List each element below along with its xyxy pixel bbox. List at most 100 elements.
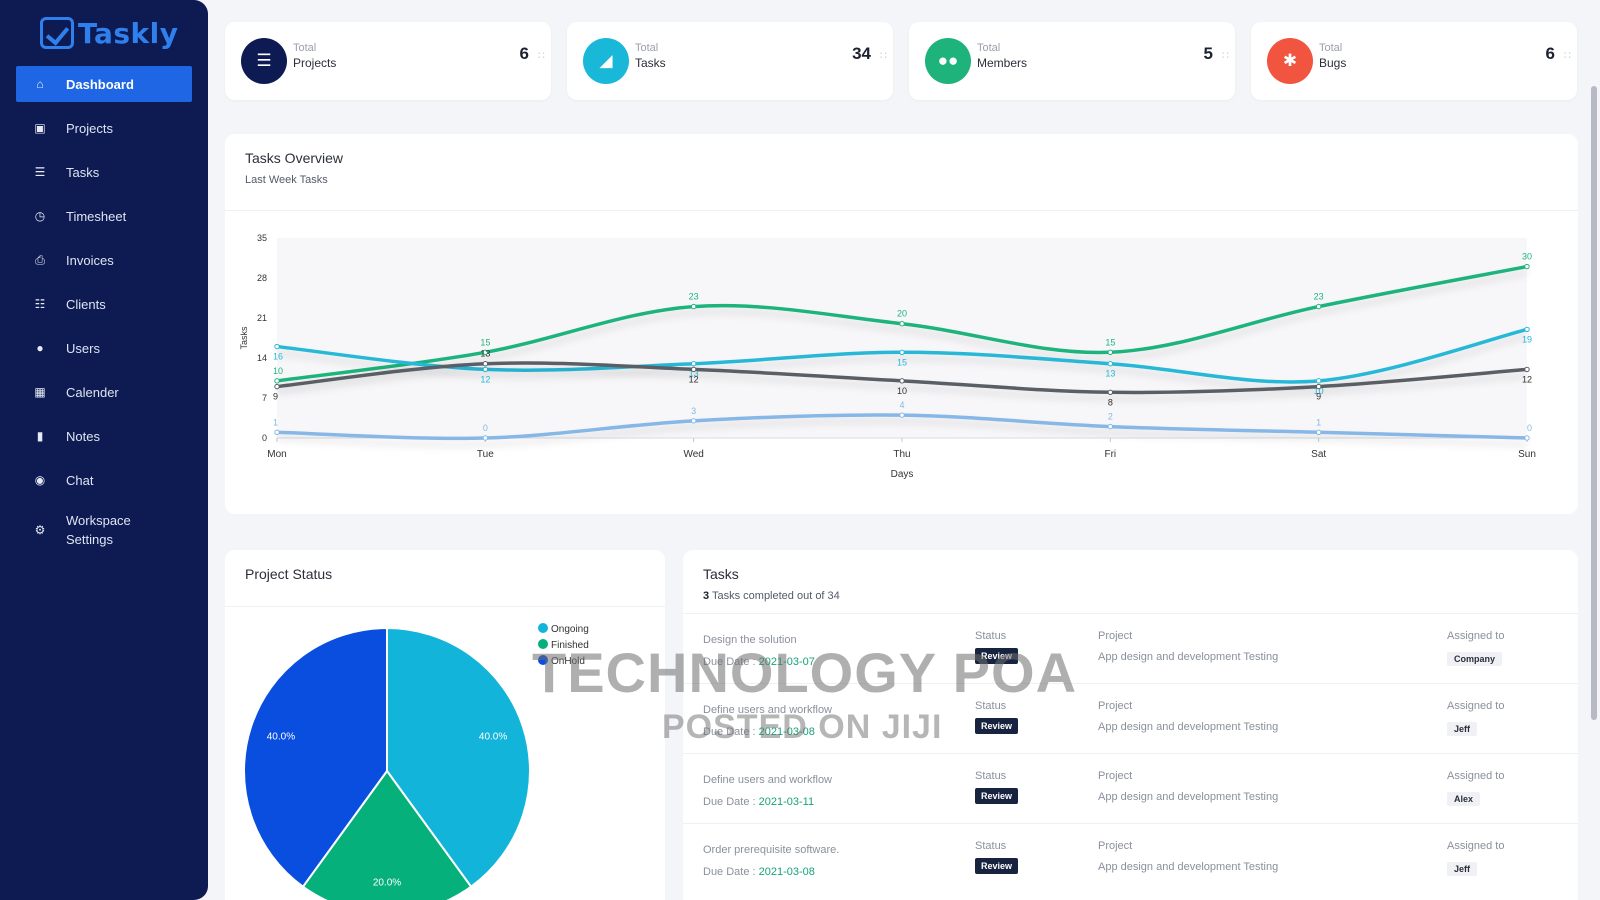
status-label: Status — [975, 770, 1007, 782]
sidebar-item-workspace-settings[interactable]: ⚙ Workspace Settings — [16, 506, 192, 554]
pie-slice[interactable] — [243, 626, 388, 889]
data-point[interactable] — [1315, 383, 1322, 390]
calendar-icon: ▦ — [34, 385, 46, 399]
overview-subtitle: Last Week Tasks — [245, 174, 328, 186]
sidebar-item-label: Chat — [66, 472, 94, 488]
task-row[interactable]: Define users and workflow Status Review Pro… — [683, 753, 1578, 823]
data-point[interactable] — [482, 361, 489, 367]
sidebar-item-calender[interactable]: ▦ Calender — [16, 374, 192, 410]
sidebar-item-users[interactable]: ● Users — [16, 330, 192, 366]
data-label: 10 — [1314, 386, 1324, 396]
data-point[interactable] — [1315, 429, 1322, 435]
stat-value: 6 — [1545, 44, 1555, 63]
drag-handle-icon[interactable]: ∷ — [1564, 50, 1571, 62]
project-status-card: Project Status 40.0% 20.0% 40.0% Ongoing Fin… — [225, 550, 665, 900]
sidebar-item-dashboard[interactable]: ⌂ Dashboard — [16, 66, 192, 102]
data-point[interactable] — [274, 378, 280, 384]
data-point[interactable] — [1524, 263, 1530, 270]
data-point[interactable] — [1107, 361, 1114, 367]
sidebar-item-chat[interactable]: ◉ Chat — [16, 462, 192, 498]
drag-handle-icon[interactable]: ∷ — [538, 50, 545, 62]
data-point[interactable] — [274, 429, 280, 435]
data-point[interactable] — [1315, 378, 1322, 384]
sidebar-item-invoices[interactable]: ⎙ Invoices — [16, 242, 192, 278]
project-name: App design and development Testing — [1098, 791, 1279, 803]
pie-slice[interactable] — [301, 769, 473, 900]
status-badge[interactable]: Review — [975, 858, 1019, 874]
data-point[interactable] — [1107, 423, 1114, 430]
task-row[interactable]: Order prerequisite software. Status Review… — [683, 823, 1578, 893]
sidebar-item-tasks[interactable]: ☰ Tasks — [16, 154, 192, 190]
data-point[interactable] — [690, 303, 697, 310]
data-point[interactable] — [690, 418, 697, 424]
stat-sub: Total — [977, 42, 1001, 54]
data-point[interactable] — [274, 343, 280, 350]
due-label: Due Date : — [703, 866, 759, 878]
status-label: Status — [975, 840, 1007, 852]
status-label: Status — [975, 630, 1007, 642]
data-point[interactable] — [690, 366, 697, 373]
drag-handle-icon[interactable]: ∷ — [1222, 50, 1229, 62]
sidebar-item-label: Tasks — [66, 164, 100, 180]
x-tick-label: Wed — [683, 449, 703, 460]
task-due: Due Date : 2021-03-11 — [703, 796, 814, 808]
sidebar-item-clients[interactable]: ☷ Clients — [16, 286, 192, 322]
clipboard-icon: ▮ — [36, 429, 44, 443]
data-label: 19 — [1522, 334, 1532, 344]
legend-label[interactable]: Finished — [551, 640, 589, 651]
pie-slice[interactable] — [386, 626, 531, 889]
data-label: 9 — [273, 392, 278, 402]
data-point[interactable] — [899, 412, 905, 418]
legend-label[interactable]: Ongoing — [551, 624, 589, 635]
data-point[interactable] — [899, 378, 905, 384]
status-badge[interactable]: Review — [975, 788, 1019, 804]
data-point[interactable] — [1107, 389, 1114, 395]
printer-icon: ⎙ — [35, 252, 45, 267]
data-point[interactable] — [482, 435, 489, 441]
status-badge[interactable]: Review — [975, 648, 1019, 664]
data-point[interactable] — [1524, 435, 1530, 441]
legend-marker — [538, 655, 548, 665]
data-point[interactable] — [482, 366, 489, 373]
data-point[interactable] — [899, 321, 905, 327]
stat-card-tasks[interactable]: ◢ Total Tasks 34 ∷ — [567, 22, 893, 100]
data-label: 15 — [897, 357, 907, 367]
data-label: 15 — [1105, 337, 1115, 347]
data-point[interactable] — [690, 361, 697, 367]
task-row[interactable]: Design the solution Status Review Project Ap… — [683, 613, 1578, 683]
sidebar-item-notes[interactable]: ▮ Notes — [16, 418, 192, 454]
data-point[interactable] — [274, 383, 280, 390]
stat-card-members[interactable]: ●● Total Members 5 ∷ — [909, 22, 1235, 100]
pie-value-label: 20.0% — [373, 878, 401, 889]
data-label: 8 — [1108, 397, 1113, 407]
app-logo[interactable]: Taskly — [40, 16, 179, 50]
data-label: 0 — [1527, 423, 1532, 433]
data-label: 13 — [480, 349, 490, 359]
stat-label: Members — [977, 56, 1028, 70]
stat-card-bugs[interactable]: ✱ Total Bugs 6 ∷ — [1251, 22, 1577, 100]
data-point[interactable] — [482, 349, 489, 355]
data-point[interactable] — [1315, 303, 1322, 310]
drag-handle-icon[interactable]: ∷ — [880, 50, 887, 62]
scrollbar-thumb[interactable] — [1591, 86, 1597, 720]
task-row[interactable]: Define users and workflow Status Review Pro… — [683, 683, 1578, 753]
sidebar-item-projects[interactable]: ▣ Projects — [16, 110, 192, 146]
data-point[interactable] — [1107, 349, 1114, 355]
stat-label: Bugs — [1319, 56, 1347, 70]
data-label: 1 — [273, 417, 278, 427]
task-name: Order prerequisite software. — [703, 844, 840, 856]
clock-icon: ◷ — [34, 209, 46, 223]
data-point[interactable] — [1524, 366, 1530, 373]
sidebar-item-label: Workspace Settings — [66, 513, 131, 547]
tasks-summary: 3 Tasks completed out of 34 — [703, 590, 840, 602]
sidebar-item-timesheet[interactable]: ◷ Timesheet — [16, 198, 192, 234]
stat-card-projects[interactable]: ☰ Total Projects 6 ∷ — [225, 22, 551, 100]
x-tick-label: Sun — [1518, 449, 1536, 460]
status-badge[interactable]: Review — [975, 718, 1019, 734]
data-point[interactable] — [899, 349, 905, 355]
stat-label: Projects — [293, 56, 337, 70]
data-point[interactable] — [1524, 326, 1530, 333]
data-label: 13 — [689, 369, 699, 379]
legend-label[interactable]: OnHold — [551, 656, 585, 667]
